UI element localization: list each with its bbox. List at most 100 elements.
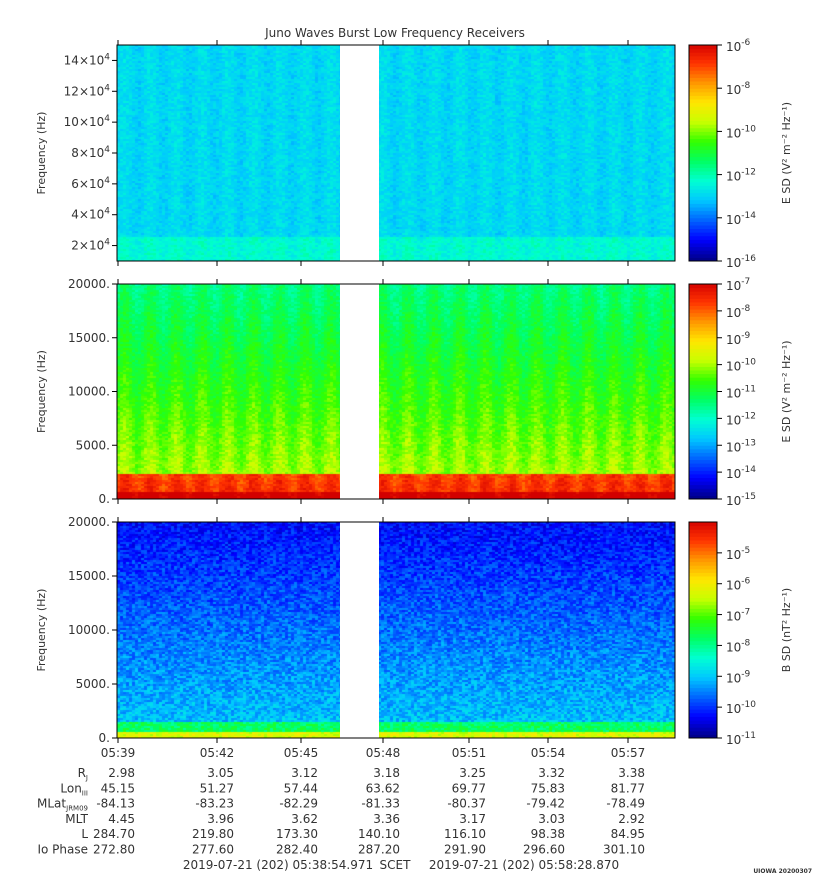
colorbar-segment <box>689 384 717 389</box>
colorbar-segment <box>689 344 717 349</box>
colorbar-label: B SD (nT² Hz⁻¹) <box>780 588 793 672</box>
colorbar-segment <box>689 658 717 663</box>
colorbar-segment <box>689 525 717 530</box>
colorbar-segment <box>689 684 717 689</box>
ephemeris-value: -83.23 <box>195 797 234 811</box>
colorbar-segment <box>689 95 717 100</box>
colorbar-segment <box>689 99 717 104</box>
colorbar-segment <box>689 52 717 57</box>
ephemeris-value: 3.62 <box>291 812 318 826</box>
colorbar-segment <box>689 615 717 620</box>
colorbar-segment <box>689 298 717 303</box>
colorbar-segment <box>689 456 717 461</box>
colorbar-segment <box>689 723 717 728</box>
ephemeris-value: -81.33 <box>361 797 400 811</box>
y-tick-label: 10×104 <box>64 114 111 129</box>
ephemeris-value: 45.15 <box>101 781 135 795</box>
colorbar-segment <box>689 583 717 588</box>
colorbar-segment <box>689 716 717 721</box>
colorbar-segment <box>689 309 717 314</box>
colorbar-segment <box>689 84 717 89</box>
colorbar-segment <box>689 323 717 328</box>
ephemeris-value: 98.38 <box>531 827 565 841</box>
colorbar-segment <box>689 387 717 392</box>
colorbar-segment <box>689 637 717 642</box>
y-tick-label: 4×104 <box>71 207 110 222</box>
colorbar-segment <box>689 452 717 457</box>
time-tick-label: 05:42 <box>200 746 235 760</box>
colorbar-segment <box>689 495 717 500</box>
colorbar-segment <box>689 341 717 346</box>
colorbar-segment <box>689 626 717 631</box>
colorbar-segment <box>689 174 717 179</box>
colorbar-segment <box>689 648 717 653</box>
ephemeris-value: 301.10 <box>603 843 645 857</box>
colorbar-segment <box>689 181 717 186</box>
colorbar-segment <box>689 214 717 219</box>
ephemeris-value: 296.60 <box>523 843 565 857</box>
colorbar-segment <box>689 430 717 435</box>
colorbar-tick-label: 10-13 <box>726 438 756 454</box>
colorbar-tick-label: 10-10 <box>726 358 756 374</box>
colorbar: 10-16 10-14 10-12 10-10 10-8 10-6 E SD (V² m⁻²… <box>688 38 793 270</box>
colorbar-segment <box>689 441 717 446</box>
colorbar-segment <box>689 576 717 581</box>
colorbar-segment <box>689 196 717 201</box>
ephemeris-value: 3.36 <box>373 812 400 826</box>
colorbar-segment <box>689 145 717 150</box>
y-tick-label: 10000. <box>68 385 110 399</box>
y-tick-label: 12×104 <box>64 83 111 98</box>
ephemeris-value: 272.80 <box>93 843 135 857</box>
ephemeris-value: 2.98 <box>108 766 135 780</box>
colorbar-tick-label: 10-9 <box>726 669 751 685</box>
colorbar-segment <box>689 622 717 627</box>
colorbar-segment <box>689 171 717 176</box>
ephemeris-value: 173.30 <box>276 827 318 841</box>
colorbar-segment <box>689 423 717 428</box>
figure-title: Juno Waves Burst Low Frequency Receivers <box>264 26 525 40</box>
colorbar-segment <box>689 203 717 208</box>
ephemeris-table: RJ 2.98 3.05 3.12 3.18 3.25 3.32 3.38 LonIII 45.1… <box>37 766 645 857</box>
y-tick-label: 15000. <box>68 331 110 345</box>
colorbar-segment <box>689 601 717 606</box>
colorbar-segment <box>689 558 717 563</box>
colorbar-segment <box>689 160 717 165</box>
colorbar-segment <box>689 253 717 258</box>
colorbar-segment <box>689 189 717 194</box>
colorbar: 10-15 10-14 10-13 10-12 10-11 10-10 10-9 10-8 10… <box>688 277 793 508</box>
colorbar-segment <box>689 199 717 204</box>
ephemeris-row-label: MLatJRM09 <box>37 797 88 813</box>
ephemeris-value: -82.29 <box>279 797 318 811</box>
colorbar-segment <box>689 669 717 674</box>
colorbar-segment <box>689 473 717 478</box>
colorbar-segment <box>689 579 717 584</box>
ephemeris-value: 81.77 <box>611 781 645 795</box>
colorbar-tick-label: 10-15 <box>726 492 756 508</box>
colorbar-segment <box>689 207 717 212</box>
colorbar-segment <box>689 604 717 609</box>
colorbar-segment <box>689 470 717 475</box>
colorbar-segment <box>689 561 717 566</box>
spectrogram-image <box>117 45 675 261</box>
y-tick-label: 8×104 <box>71 145 110 160</box>
colorbar-segment <box>689 536 717 541</box>
colorbar-segment <box>689 662 717 667</box>
colorbar-segment <box>689 70 717 75</box>
ephemeris-value: 291.90 <box>444 843 486 857</box>
colorbar-tick-label: 10-14 <box>726 465 756 481</box>
colorbar-segment <box>689 63 717 68</box>
colorbar-segment <box>689 373 717 378</box>
colorbar-segment <box>689 463 717 468</box>
colorbar-segment <box>689 370 717 375</box>
ephemeris-value: 3.96 <box>207 812 234 826</box>
colorbar-label: E SD (V² m⁻² Hz⁻¹) <box>780 102 793 204</box>
colorbar-tick-label: 10-12 <box>726 411 756 427</box>
colorbar-segment <box>689 543 717 548</box>
colorbar-segment <box>689 319 717 324</box>
ephemeris-value: 51.27 <box>200 781 234 795</box>
colorbar-segment <box>689 712 717 717</box>
panels: 2×104 4×104 6×104 8×104 10×104 12×104 14×104 Fr… <box>35 38 793 747</box>
colorbar-segment <box>689 250 717 255</box>
ephemeris-row-label: L <box>81 827 88 841</box>
